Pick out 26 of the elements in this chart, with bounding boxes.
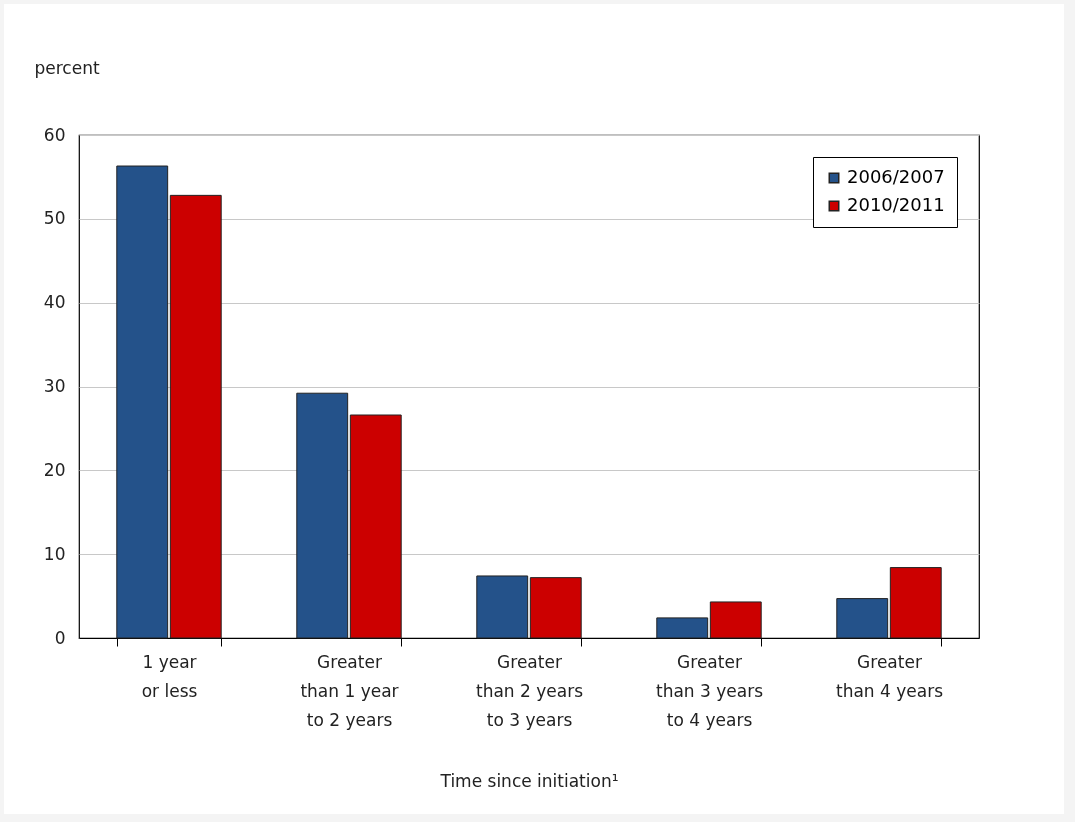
bar [656, 617, 709, 639]
bar [349, 414, 402, 639]
bar [836, 598, 889, 639]
bar [709, 601, 762, 639]
legend-label: 2006/2007 [847, 166, 945, 187]
x-tick-label: Greater than 3 years to 4 years [655, 651, 764, 730]
bar [296, 392, 349, 639]
y-tick-label: 10 [43, 543, 66, 564]
bar [476, 575, 529, 639]
x-tick-label: 1 year or less [141, 651, 198, 701]
bar [116, 165, 169, 639]
y-tick-label: 20 [43, 459, 66, 480]
bar [889, 567, 942, 639]
y-tick-label: 40 [43, 292, 66, 313]
legend-label: 2010/2011 [847, 194, 945, 215]
x-axis-title: Time since initiation¹ [439, 770, 619, 791]
x-tick-label: Greater than 1 year to 2 years [300, 651, 399, 730]
y-tick-label: 0 [54, 627, 66, 648]
y-tick-label: 60 [43, 124, 66, 145]
y-tick-label: 30 [43, 376, 66, 396]
x-tick-label: Greater than 2 years to 3 years [475, 651, 584, 730]
bar [169, 194, 222, 639]
y-tick-label: 50 [43, 208, 66, 229]
y-axis-title: percent [34, 57, 100, 78]
x-tick-label: Greater than 4 years [835, 651, 944, 701]
bar [529, 577, 582, 639]
